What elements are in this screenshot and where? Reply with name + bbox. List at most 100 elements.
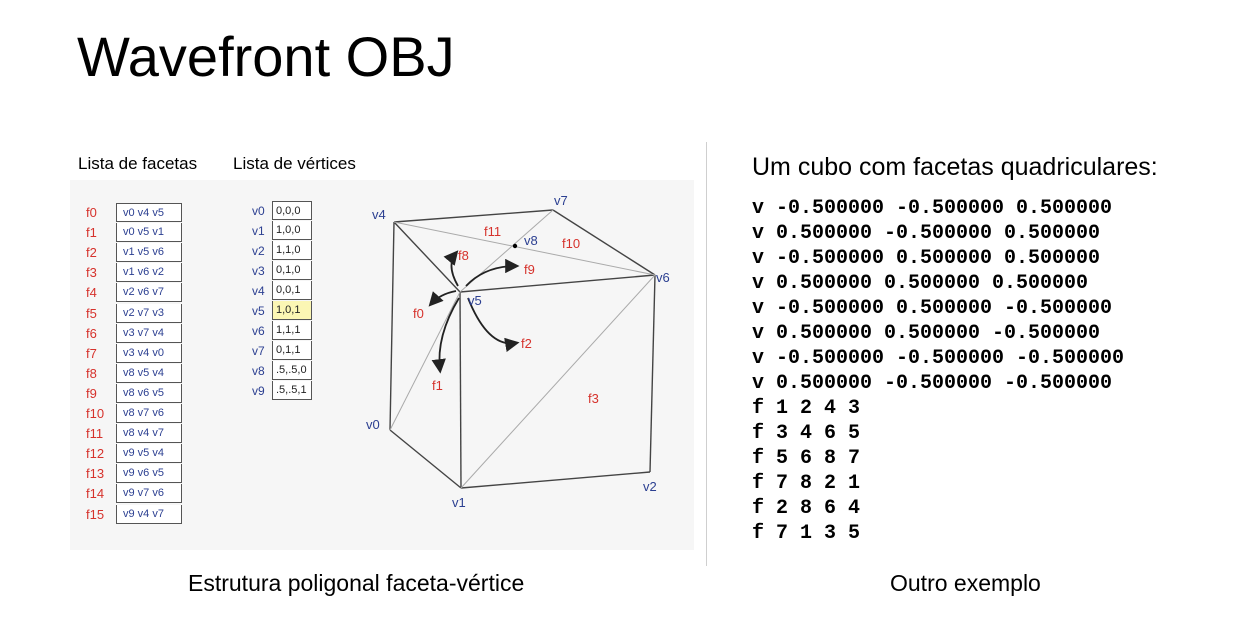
edge-v5-v6 <box>459 274 656 293</box>
vertex-coords-cell: 0,0,0 <box>272 201 312 220</box>
facet-row: f10 v8 v7 v6 <box>86 404 186 424</box>
facet-row: f7 v3 v4 v0 <box>86 343 186 364</box>
label-f1: f1 <box>432 378 443 393</box>
facet-labels: f11 f10 f8 f9 f0 f2 f1 f3 <box>413 224 599 406</box>
code-line: v -0.500000 -0.500000 -0.500000 <box>752 347 1125 370</box>
facet-vertices-cell: v8 v4 v7 <box>116 424 182 444</box>
edge-v5-v1 <box>459 291 462 489</box>
vertex-row: v9 .5,.5,1 <box>252 381 322 401</box>
arrow-to-f0 <box>428 290 457 307</box>
cube-edges <box>389 209 656 489</box>
facet-vertices-cell: v2 v6 v7 <box>116 283 182 303</box>
arrow-to-f9 <box>465 258 520 287</box>
label-f2: f2 <box>521 336 532 351</box>
caption-left: Estrutura poligonal faceta-vértice <box>188 570 525 596</box>
code-line: f 5 6 8 7 <box>752 447 861 470</box>
code-line: f 3 4 6 5 <box>752 422 861 445</box>
facet-label: f9 <box>86 385 97 401</box>
caption-right: Outro exemplo <box>890 570 1041 596</box>
facet-label: f5 <box>86 305 97 321</box>
facet-row: f1 v0 v5 v1 <box>86 223 186 243</box>
facet-label: f3 <box>86 265 97 281</box>
facet-vertices-cell: v0 v4 v5 <box>116 203 182 222</box>
vertex-row: v2 1,1,0 <box>252 241 322 261</box>
vertex-label: v7 <box>252 344 265 358</box>
edge-v1-v2 <box>460 471 651 489</box>
facet-row: f13 v9 v6 v5 <box>86 464 186 484</box>
edge-v7-v6 <box>552 209 656 276</box>
facet-label: f7 <box>86 345 97 361</box>
label-f10: f10 <box>562 236 580 251</box>
label-v6: v6 <box>656 270 670 285</box>
edge-v4-v0 <box>389 221 395 431</box>
label-f11: f11 <box>484 224 501 239</box>
facets-list-header: Lista de facetas <box>78 154 198 173</box>
code-line: v 0.500000 0.500000 0.500000 <box>752 272 1089 295</box>
label-v0: v0 <box>366 417 380 432</box>
vertex-coords-cell: 1,1,1 <box>272 321 312 340</box>
vertex-label: v2 <box>252 244 265 258</box>
facet-vertices-cell: v2 v7 v3 <box>116 303 182 323</box>
facet-row: f0 v0 v4 v5 <box>86 203 186 223</box>
facet-label: f0 <box>86 205 97 220</box>
facet-row: f14 v9 v7 v6 <box>86 484 186 504</box>
facet-row: f8 v8 v5 v4 <box>86 363 186 384</box>
edge-v4-v7 <box>393 209 554 223</box>
facet-label: f10 <box>86 406 105 421</box>
facet-vertices-cell: v1 v6 v2 <box>116 263 182 283</box>
code-line: f 1 2 4 3 <box>752 397 861 420</box>
vertex-row: v4 0,0,1 <box>252 281 322 301</box>
facet-vertices-cell: v9 v7 v6 <box>116 484 182 504</box>
vertex-coords-cell: 1,1,0 <box>272 241 312 260</box>
vertex-coords-cell: .5,.5,1 <box>272 381 312 400</box>
facet-vertices-cell: v9 v6 v5 <box>116 464 182 484</box>
facet-label: f12 <box>86 446 105 462</box>
facet-label: f13 <box>86 466 105 482</box>
vertex-coords-cell: 0,0,1 <box>272 281 312 300</box>
facet-vertices-cell: v1 v5 v6 <box>116 243 182 263</box>
facet-label: f14 <box>86 486 105 502</box>
edge-v0-v1 <box>389 429 462 489</box>
facet-row: f15 v9 v4 v7 <box>86 504 186 525</box>
vertices-list-header: Lista de vértices <box>233 154 356 173</box>
facet-label: f6 <box>86 325 97 341</box>
facet-row: f6 v3 v7 v4 <box>86 323 186 344</box>
facet-label: f4 <box>86 285 97 301</box>
facet-row: f11 v8 v4 v7 <box>86 424 186 444</box>
code-line: v 0.500000 -0.500000 0.500000 <box>752 222 1101 245</box>
vertex-row: v6 1,1,1 <box>252 321 322 341</box>
label-f9: f9 <box>524 262 535 277</box>
code-line: v 0.500000 -0.500000 -0.500000 <box>752 372 1113 395</box>
arrow-to-f2 <box>467 297 520 352</box>
facet-vertices-cell: v9 v4 v7 <box>116 504 182 524</box>
vertex-labels: v4 v7 v8 v6 v5 v0 v1 v2 <box>366 193 670 510</box>
column-divider <box>706 142 707 566</box>
vertex-row: v0 0,0,0 <box>252 201 322 221</box>
vertex-label: v4 <box>252 284 265 298</box>
vertex-label: v3 <box>252 264 265 278</box>
code-line: v -0.500000 0.500000 0.500000 <box>752 247 1101 270</box>
facet-vertices-cell: v8 v6 v5 <box>116 383 182 403</box>
facet-row: f9 v8 v6 v5 <box>86 383 186 404</box>
facet-row: f12 v9 v5 v4 <box>86 444 186 464</box>
vertex-label: v9 <box>252 384 265 398</box>
label-f3: f3 <box>588 391 599 406</box>
facet-label: f2 <box>86 245 97 261</box>
vertex-label: v8 <box>252 364 265 378</box>
obj-code-block: v -0.500000 -0.500000 0.500000 v 0.500000… <box>752 196 1124 546</box>
label-v1: v1 <box>452 495 466 510</box>
vertex-label: v0 <box>252 204 265 218</box>
code-line: f 7 8 2 1 <box>752 472 861 495</box>
vertex-row: v7 0,1,1 <box>252 341 322 361</box>
vertex-label: v6 <box>252 324 265 338</box>
diagonal-v0-v5 <box>389 291 461 431</box>
arrow-to-f8 <box>443 250 459 287</box>
facet-vertices-cell: v8 v7 v6 <box>116 404 182 423</box>
vertex-coords-cell: 0,1,0 <box>272 261 312 280</box>
vertex-coords-cell: 0,1,1 <box>272 341 312 360</box>
facet-vertices-cell: v0 v5 v1 <box>116 223 182 243</box>
diagonal-v4-v6 <box>393 221 656 276</box>
example-title: Um cubo com facetas quadriculares: <box>752 153 1158 181</box>
label-v2: v2 <box>643 479 657 494</box>
